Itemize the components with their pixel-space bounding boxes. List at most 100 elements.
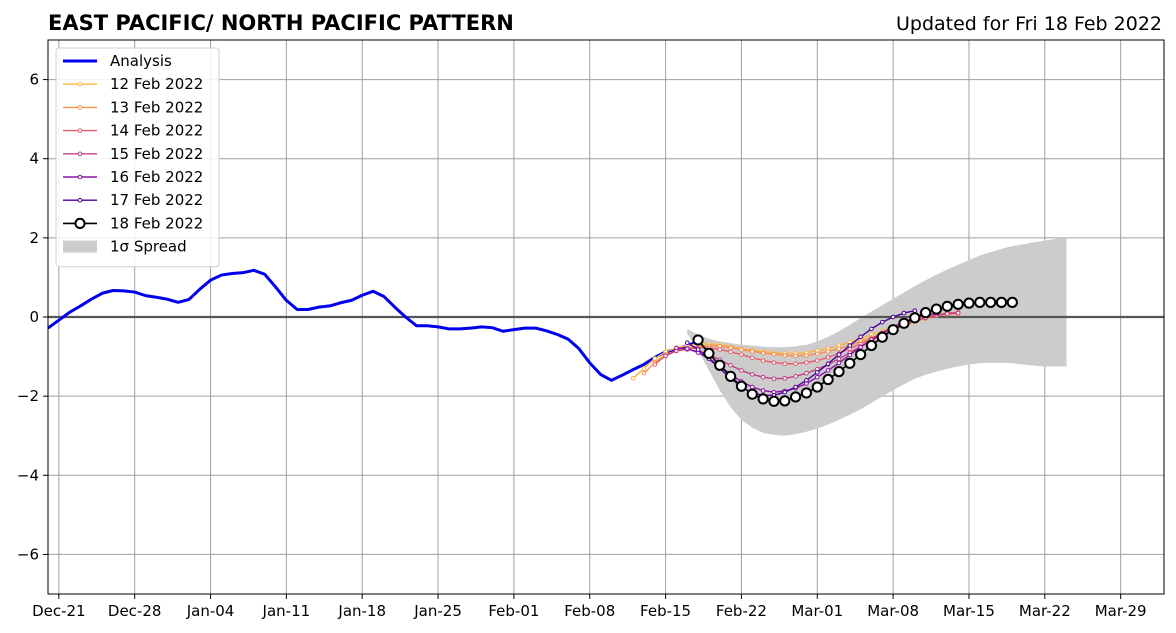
forecast-point <box>641 370 647 376</box>
forecast-point <box>836 346 842 351</box>
forecast-point <box>674 345 679 351</box>
forecast-point-latest <box>887 324 899 336</box>
forecast-point <box>825 349 831 354</box>
forecast-point <box>739 368 744 373</box>
legend-entry-label: 18 Feb 2022 <box>110 214 203 232</box>
forecast-point-latest <box>920 307 932 319</box>
forecast-point-latest <box>822 373 834 386</box>
forecast-point-latest <box>898 317 910 329</box>
forecast-point <box>814 374 820 380</box>
forecast-point <box>890 314 896 320</box>
forecast-point <box>836 352 842 357</box>
forecast-point <box>771 360 777 365</box>
forecast-point <box>804 353 809 358</box>
legend-swatch-marker <box>77 174 83 180</box>
forecast-point-latest <box>985 296 997 308</box>
x-tick-label: Feb-01 <box>488 602 539 620</box>
legend-entry-label: 15 Feb 2022 <box>110 145 203 163</box>
legend: Analysis 12 Feb 2022 13 Feb 2022 14 Feb 202… <box>55 47 220 268</box>
forecast-point-latest <box>995 296 1008 308</box>
forecast-point <box>814 351 820 357</box>
forecast-point <box>836 356 842 362</box>
forecast-point <box>652 356 658 361</box>
forecast-point <box>739 352 744 357</box>
forecast-point <box>739 347 744 352</box>
forecast-point <box>858 334 863 340</box>
forecast-point <box>869 326 874 332</box>
forecast-point <box>728 345 733 351</box>
legend-swatch-marker <box>77 105 83 110</box>
forecast-point-latest <box>909 312 921 324</box>
y-tick-label: −4 <box>17 466 39 484</box>
legend-entry-label: 12 Feb 2022 <box>110 75 203 93</box>
forecast-point <box>760 358 766 363</box>
forecast-point-latest <box>876 331 888 343</box>
y-tick-label: 4 <box>29 150 39 168</box>
forecast-point <box>814 358 820 363</box>
forecast-point <box>771 351 777 357</box>
y-tick-label: 2 <box>29 229 39 247</box>
legend-swatch-marker <box>77 197 83 203</box>
forecast-point-latest <box>844 357 856 369</box>
forecast-point-latest <box>746 388 758 400</box>
forecast-point-latest <box>930 303 943 315</box>
forecast-point <box>782 389 788 395</box>
analysis-line <box>47 268 699 382</box>
x-tick-label: Mar-01 <box>791 602 843 620</box>
forecast-point <box>728 349 733 355</box>
series-layer <box>47 268 1018 407</box>
forecast-point-latest <box>725 370 737 382</box>
forecast-point <box>955 310 961 316</box>
forecast-point <box>760 350 766 356</box>
y-tick-label: −6 <box>17 545 39 563</box>
forecast-point <box>836 360 842 366</box>
forecast-point <box>804 360 809 365</box>
legend-swatch <box>63 240 97 253</box>
forecast-point <box>825 361 831 366</box>
forecast-point <box>695 347 701 352</box>
forecast-point <box>847 343 853 348</box>
forecast-point <box>793 374 798 379</box>
x-tick-label: Jan-11 <box>262 602 311 620</box>
forecast-point-latest <box>974 296 986 308</box>
x-axis: Dec-21 Dec-28 Jan-04 Jan-11 Jan-18 Jan-25 Feb-… <box>32 594 1147 620</box>
forecast-point-latest <box>714 359 726 371</box>
forecast-line <box>686 309 915 397</box>
chart-subtitle: Updated for Fri 18 Feb 2022 <box>896 13 1162 35</box>
forecast-point <box>793 384 798 390</box>
forecast-point <box>782 376 788 381</box>
forecast-point-latest <box>790 391 802 403</box>
forecast-point <box>652 362 658 367</box>
forecast-point <box>749 355 755 361</box>
forecast-point <box>945 311 950 317</box>
legend-entry-label: Analysis <box>110 52 172 70</box>
x-tick-label: Feb-15 <box>640 602 691 620</box>
forecast-point-latest <box>768 395 780 407</box>
forecast-point-latest <box>865 339 878 352</box>
x-tick-label: Mar-15 <box>943 602 995 620</box>
legend-entry-label: 1σ Spread <box>110 238 187 256</box>
x-tick-label: Jan-04 <box>186 602 235 620</box>
x-tick-label: Mar-08 <box>867 602 919 620</box>
forecast-point-latest <box>952 298 964 310</box>
forecast-point <box>782 361 788 366</box>
forecast-point <box>749 372 755 377</box>
chart-title: EAST PACIFIC/ NORTH PACIFIC PATTERN <box>48 11 514 35</box>
legend-entry-label: 17 Feb 2022 <box>110 191 203 209</box>
forecast-point <box>879 319 885 325</box>
forecast-point <box>912 308 918 313</box>
y-tick-label: 0 <box>29 308 39 326</box>
forecast-point <box>630 376 636 381</box>
forecast-point-latest <box>941 300 953 312</box>
forecast-point <box>793 353 798 359</box>
legend-swatch-marker <box>74 217 86 229</box>
legend-swatch-marker <box>77 151 83 157</box>
forecast-point <box>717 347 723 352</box>
forecast-point <box>641 366 647 371</box>
legend-entry-label: 16 Feb 2022 <box>110 168 203 186</box>
forecast-point <box>749 384 755 390</box>
forecast-point <box>684 340 690 346</box>
forecast-point <box>804 370 809 376</box>
forecast-point-latest <box>703 347 715 360</box>
